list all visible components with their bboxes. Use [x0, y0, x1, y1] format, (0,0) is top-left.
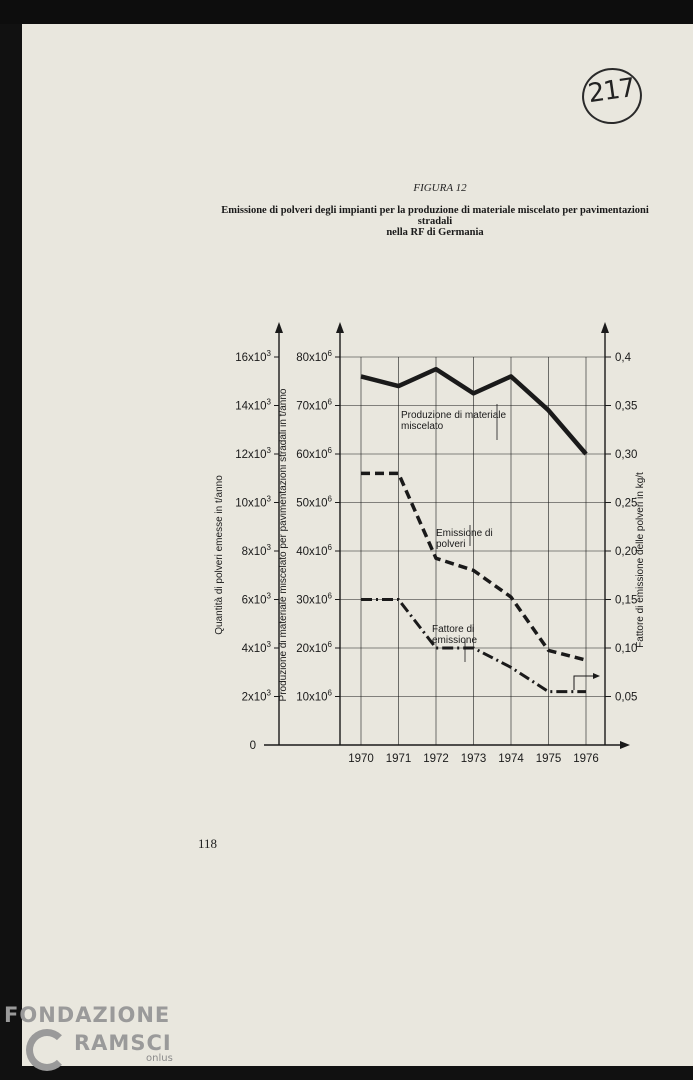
left-outer-tick-label: 10x103 [235, 495, 271, 510]
left-outer-tick-label: 16x103 [235, 349, 271, 364]
left-inner-tick-label: 20x106 [296, 640, 332, 655]
left-inner-tick-label: 80x106 [296, 349, 332, 364]
right-tick-label: 0,35 [615, 401, 637, 413]
chart-labels: 1970 1971 1972 1973 1974 1975 1976 2x103 4x103 6x… [214, 349, 646, 765]
figure-label: FIGURA 12 [413, 182, 467, 194]
document-page [22, 24, 693, 1066]
right-tick-label: 0,30 [615, 449, 637, 461]
left-outer-axis-title: Quantità di polveri emesse in t/anno [214, 475, 225, 635]
x-tick-label: 1973 [461, 753, 487, 765]
page-number: 118 [198, 836, 218, 851]
figure-title: Emissione di polveri degli impianti per … [210, 205, 660, 238]
chart-grid [340, 356, 605, 745]
right-tick-label: 0,20 [615, 546, 637, 558]
left-outer-tick-label: 6x103 [242, 592, 272, 607]
left-inner-tick-label: 10x106 [296, 689, 332, 704]
pointer-arrow-head [593, 673, 600, 679]
right-tick-label: 0,15 [615, 595, 637, 607]
left-outer-tick-label: 8x103 [242, 543, 272, 558]
chart-axes [264, 322, 630, 749]
x-axis-arrow [620, 741, 630, 749]
left-inner-tick-label: 30x106 [296, 592, 332, 607]
watermark-suffix: onlus [146, 1053, 173, 1064]
left-inner-tick-label: 40x106 [296, 543, 332, 558]
series-label: emissione [432, 635, 477, 646]
figure-title-line1: Emissione di polveri degli impianti per … [221, 205, 649, 227]
watermark-line2: RAMSCI [74, 1031, 172, 1055]
left-inner-tick-label: 50x106 [296, 495, 332, 510]
left-outer-tick-label: 14x103 [235, 398, 271, 413]
series-label: polveri [436, 539, 465, 550]
right-axis-title: Fattore di emissione delle polveri in kg… [635, 472, 646, 648]
right-tick-label: 0,25 [615, 498, 637, 510]
left-inner-axis-title: Produzione di materiale miscelato per pa… [278, 388, 289, 701]
left-inner-tick-label: 70x106 [296, 398, 332, 413]
watermark-line1: FONDAZIONE [4, 1003, 171, 1027]
x-tick-label: 1976 [573, 753, 599, 765]
scan-border [0, 0, 693, 24]
x-tick-label: 1974 [498, 753, 524, 765]
pointer-arrow [573, 675, 596, 690]
series-label: Emissione di [436, 528, 493, 539]
left-outer-tick-label: 2x103 [242, 689, 272, 704]
x-tick-label: 1975 [536, 753, 562, 765]
x-tick-label: 1970 [348, 753, 374, 765]
left-outer-axis-arrow [275, 322, 283, 333]
left-outer-tick-label: 12x103 [235, 446, 271, 461]
right-tick-label: 0,10 [615, 643, 637, 655]
zero-tick-label: 0 [250, 740, 256, 752]
series-label: Produzione di materiale [401, 410, 506, 421]
right-tick-label: 0,4 [615, 352, 632, 364]
x-tick-label: 1972 [423, 753, 449, 765]
chart-series [360, 366, 588, 694]
series-label: Fattore di [432, 624, 474, 635]
x-tick-label: 1971 [386, 753, 412, 765]
left-inner-axis-arrow [336, 322, 344, 333]
series-label: miscelato [401, 421, 444, 432]
right-tick-label: 0,05 [615, 692, 637, 704]
figure-title-line2: nella RF di Germania [386, 227, 484, 238]
left-inner-tick-label: 60x106 [296, 446, 332, 461]
fondazione-gramsci-watermark: FONDAZIONE RAMSCI onlus [4, 1003, 184, 1080]
left-outer-tick-label: 4x103 [242, 640, 272, 655]
right-axis-arrow [601, 322, 609, 333]
watermark-g-logo [26, 1029, 68, 1071]
